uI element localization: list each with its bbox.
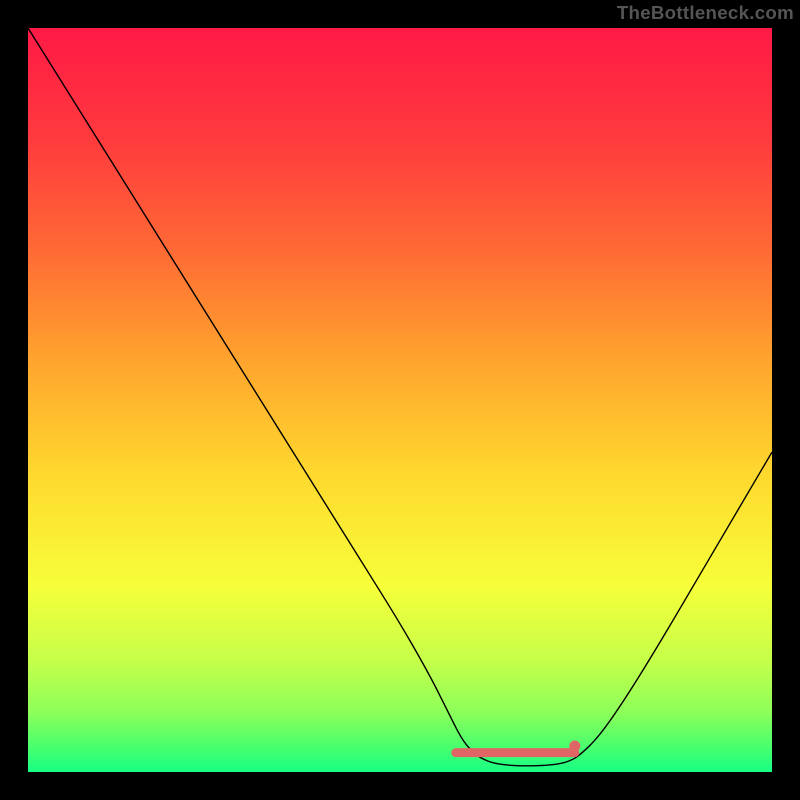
- bottleneck-curve: [28, 28, 772, 766]
- watermark-text: TheBottleneck.com: [617, 2, 794, 24]
- curve-overlay: [28, 28, 772, 772]
- optimal-range-end-dot: [569, 740, 580, 751]
- plot-area: [28, 28, 772, 772]
- chart-container: TheBottleneck.com: [0, 0, 800, 800]
